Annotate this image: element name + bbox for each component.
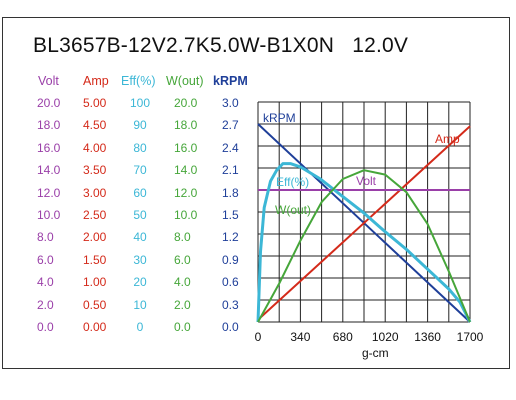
tick-label-wout: 14.0 bbox=[174, 163, 198, 178]
tick-label-amp: 1.00 bbox=[83, 275, 107, 290]
tick-label-krpm: 0.0 bbox=[222, 319, 239, 334]
tick-label-amp: 4.00 bbox=[83, 140, 107, 155]
tick-label-krpm: 2.7 bbox=[222, 118, 239, 133]
tick-label-krpm: 0.6 bbox=[222, 275, 239, 290]
series-line-amp bbox=[257, 125, 471, 321]
series-label-wout: W(out) bbox=[275, 203, 311, 217]
tick-label-amp: 0.00 bbox=[83, 319, 107, 334]
tick-label-amp: 4.50 bbox=[83, 118, 107, 133]
tick-label-volt: 8.0 bbox=[37, 230, 54, 245]
x-tick-label: 340 bbox=[290, 330, 310, 344]
series-line-wout bbox=[257, 169, 471, 323]
tick-label-eff: 70 bbox=[133, 163, 147, 178]
axis-header-wout: W(out) bbox=[166, 74, 204, 88]
axis-header-krpm: kRPM bbox=[213, 74, 248, 88]
tick-label-krpm: 0.9 bbox=[222, 252, 239, 267]
tick-label-amp: 3.00 bbox=[83, 185, 107, 200]
tick-label-eff: 20 bbox=[133, 275, 147, 290]
tick-label-volt: 20.0 bbox=[37, 96, 61, 110]
tick-label-volt: 18.0 bbox=[37, 118, 61, 133]
x-tick-label: 1020 bbox=[372, 330, 399, 344]
series-label-krpm: kRPM bbox=[263, 111, 296, 125]
x-tick-label: 680 bbox=[333, 330, 353, 344]
tick-label-volt: 4.0 bbox=[37, 275, 54, 290]
tick-label-wout: 4.0 bbox=[174, 275, 191, 290]
series-line-eff bbox=[256, 162, 472, 323]
axis-header-eff: Eff(%) bbox=[121, 74, 156, 88]
tick-label-eff: 0 bbox=[136, 319, 144, 334]
tick-label-amp: 5.00 bbox=[83, 96, 107, 110]
tick-label-wout: 2.0 bbox=[174, 297, 191, 312]
chart-frame bbox=[2, 17, 510, 369]
tick-label-eff: 50 bbox=[133, 207, 147, 222]
tick-label-eff: 80 bbox=[133, 140, 147, 155]
tick-label-volt: 2.0 bbox=[37, 297, 54, 312]
tick-label-eff: 60 bbox=[133, 185, 147, 200]
tick-label-wout: 8.0 bbox=[174, 230, 191, 245]
tick-label-eff: 10 bbox=[133, 297, 147, 312]
axis-header-volt: Volt bbox=[38, 74, 59, 88]
tick-label-volt: 0.0 bbox=[37, 319, 54, 334]
axis-ticks-amp: 5.00 4.50 4.00 3.50 3.00 2.50 2.00 1.50 1.00 0.50… bbox=[83, 96, 106, 342]
series-label-eff: Eff(%) bbox=[276, 175, 309, 189]
axis-ticks-krpm: 3.0 2.7 2.4 2.1 1.8 1.5 1.2 0.9 0.6 0.3 0.0 bbox=[222, 96, 239, 342]
tick-label-wout: 16.0 bbox=[174, 140, 198, 155]
tick-label-krpm: 2.1 bbox=[222, 163, 239, 178]
x-tick-label: 0 bbox=[255, 330, 262, 344]
tick-label-eff: 40 bbox=[133, 230, 147, 245]
tick-label-wout: 6.0 bbox=[174, 252, 191, 267]
tick-label-krpm: 2.4 bbox=[222, 140, 239, 155]
tick-label-amp: 3.50 bbox=[83, 163, 107, 178]
x-tick-label: 1360 bbox=[414, 330, 441, 344]
tick-label-volt: 10.0 bbox=[37, 207, 61, 222]
tick-label-amp: 0.50 bbox=[83, 297, 107, 312]
tick-label-krpm: 1.2 bbox=[222, 230, 239, 245]
x-tick-label: 1700 bbox=[457, 330, 484, 344]
axis-ticks-eff: 100 90 80 70 60 50 40 30 20 10 0 bbox=[124, 96, 156, 342]
chart-title: BL3657B-12V2.7K5.0W-B1X0N 12.0V bbox=[33, 34, 409, 57]
tick-label-eff: 100 bbox=[129, 96, 151, 110]
tick-label-wout: 10.0 bbox=[174, 207, 198, 222]
tick-label-eff: 30 bbox=[133, 252, 147, 267]
axis-header-amp: Amp bbox=[83, 74, 109, 88]
x-axis-label: g-cm bbox=[362, 346, 389, 360]
tick-label-wout: 20.0 bbox=[174, 96, 198, 110]
tick-label-amp: 1.50 bbox=[83, 252, 107, 267]
tick-label-krpm: 0.3 bbox=[222, 297, 239, 312]
tick-label-amp: 2.50 bbox=[83, 207, 107, 222]
tick-label-wout: 18.0 bbox=[174, 118, 198, 133]
tick-label-krpm: 3.0 bbox=[222, 96, 239, 110]
tick-label-amp: 2.00 bbox=[83, 230, 107, 245]
tick-label-eff: 90 bbox=[133, 118, 147, 133]
tick-label-krpm: 1.5 bbox=[222, 207, 239, 222]
series-label-amp: Amp bbox=[435, 132, 460, 146]
tick-label-volt: 16.0 bbox=[37, 140, 61, 155]
tick-label-krpm: 1.8 bbox=[222, 185, 239, 200]
tick-label-volt: 6.0 bbox=[37, 252, 54, 267]
tick-label-wout: 12.0 bbox=[174, 185, 198, 200]
axis-ticks-volt: 20.0 18.0 16.0 14.0 12.0 10.0 8.0 6.0 4.0 2.0 0.0 bbox=[37, 96, 60, 342]
series-label-volt: Volt bbox=[356, 174, 377, 188]
tick-label-volt: 12.0 bbox=[37, 185, 61, 200]
axis-ticks-wout: 20.0 18.0 16.0 14.0 12.0 10.0 8.0 6.0 4.0 2.0 0.0 bbox=[174, 96, 197, 342]
tick-label-wout: 0.0 bbox=[174, 319, 191, 334]
tick-label-volt: 14.0 bbox=[37, 163, 61, 178]
